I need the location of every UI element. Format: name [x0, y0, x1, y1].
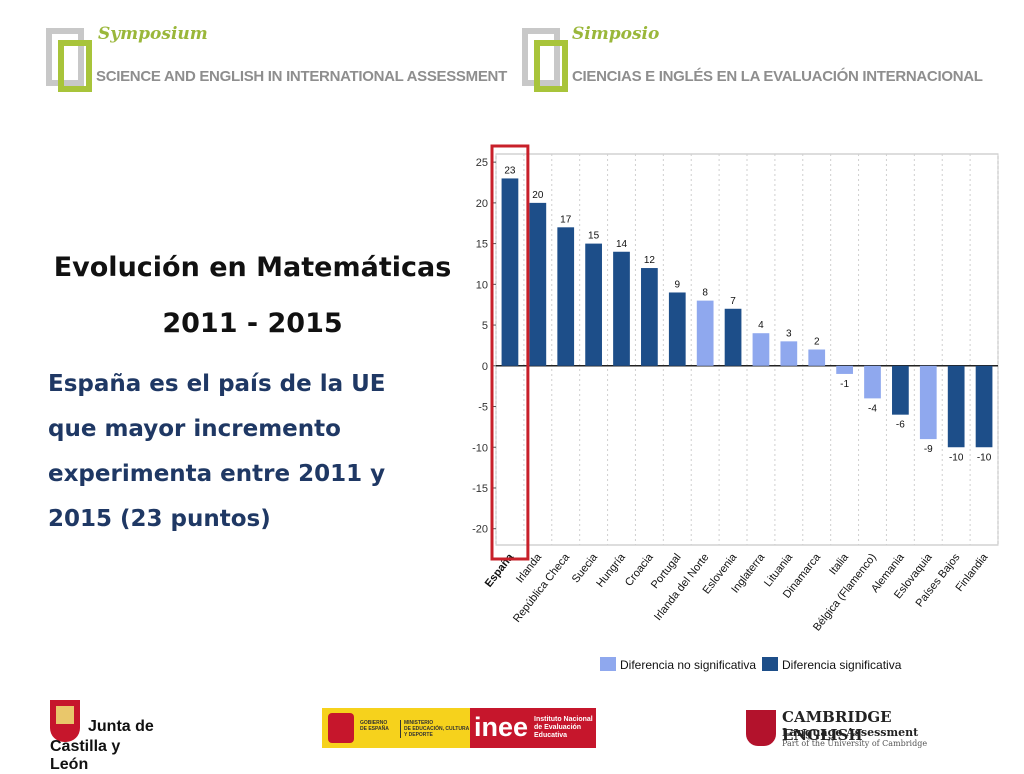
simposio-logo-icon [522, 28, 568, 92]
gob-text: DE ESPAÑA [360, 726, 389, 732]
symposium-subtitle: SCIENCE AND ENGLISH IN INTERNATIONAL ASS… [96, 68, 507, 85]
bar [613, 251, 630, 366]
cambridge-text: Language Assessment [782, 726, 919, 739]
data-label: 7 [730, 296, 736, 307]
bar [864, 365, 881, 399]
data-label: 3 [786, 328, 792, 339]
simposio-subtitle: CIENCIAS E INGLÉS EN LA EVALUACIÓN INTER… [572, 68, 983, 85]
y-tick-label: -5 [478, 402, 488, 414]
symposium-logo-icon [46, 28, 92, 92]
data-label: 17 [560, 214, 572, 225]
min-text: MINISTERIO [404, 720, 434, 726]
data-label: -10 [977, 452, 992, 463]
y-tick-label: 15 [476, 239, 488, 251]
slide-heading: Evolución en Matemáticas [53, 252, 452, 283]
cambridge-text: CAMBRIDGE ENGLISH [782, 708, 892, 744]
data-label: 12 [644, 255, 656, 266]
simposio-title: Simposio [572, 24, 660, 44]
jcyl-text: Castilla y León [50, 738, 121, 773]
data-label: 9 [674, 279, 680, 290]
category-label: España [483, 551, 517, 590]
castilla-leon-shield-icon [50, 700, 80, 742]
data-label: 14 [616, 239, 628, 250]
data-label: -6 [896, 420, 905, 431]
bar [501, 178, 519, 366]
data-label: -10 [949, 452, 964, 463]
bar [947, 365, 965, 448]
inee-text: inee [474, 712, 529, 742]
bar [641, 268, 658, 366]
symposium-title: Symposium [98, 24, 208, 44]
min-text: Y DEPORTE [404, 732, 433, 738]
data-label: 15 [588, 231, 600, 242]
inee-sub: de Evaluación [534, 724, 582, 731]
body-line: que mayor incremento [48, 416, 341, 442]
highlight-box [490, 144, 530, 561]
data-label: 8 [702, 288, 708, 299]
inee-logo: inee Instituto Nacional de Evaluación Educ… [470, 708, 596, 748]
body-line: España es el país de la UE [48, 371, 386, 397]
bar [529, 202, 547, 366]
data-label: 23 [504, 165, 516, 176]
legend-swatch [762, 657, 778, 671]
slide-heading-years: 2011 - 2015 [162, 308, 343, 339]
body-line: experimenta entre 2011 y [48, 461, 386, 487]
bar [668, 292, 686, 366]
y-tick-label: 25 [476, 157, 488, 169]
legend-label: Diferencia no significativa [620, 658, 757, 672]
data-label: 20 [532, 190, 544, 201]
category-label: República Checa [511, 551, 573, 625]
y-tick-label: -15 [472, 483, 488, 495]
y-tick-label: -10 [472, 442, 488, 454]
bar [836, 365, 853, 374]
y-tick-label: 0 [482, 361, 488, 373]
data-label: -1 [840, 379, 849, 390]
bar [585, 243, 602, 366]
bar [919, 365, 937, 440]
gob-text: GOBIERNO [360, 720, 388, 726]
y-tick-label: 20 [476, 198, 488, 210]
jcyl-text: Junta de [88, 718, 154, 735]
bar [557, 227, 575, 366]
bar [780, 341, 798, 366]
bar [752, 333, 770, 366]
bar [724, 308, 742, 366]
data-label: -4 [868, 403, 877, 414]
bar [975, 365, 993, 448]
legend-swatch [600, 657, 616, 671]
data-label: 4 [758, 320, 764, 331]
category-label: Hungría [594, 551, 628, 590]
header: Symposium SCIENCE AND ENGLISH IN INTERNA… [0, 0, 1024, 110]
bar-chart: 2520151050-5-10-15-2023España20Irlanda17… [472, 144, 999, 634]
y-tick-label: -20 [472, 524, 488, 536]
inee-sub: Educativa [534, 732, 568, 739]
data-label: -9 [924, 444, 933, 455]
bar [808, 349, 826, 366]
cambridge-english-logo: CAMBRIDGE ENGLISH Language Assessment Pa… [746, 708, 976, 750]
legend-label: Diferencia significativa [782, 658, 902, 672]
bar [892, 365, 909, 415]
y-tick-label: 5 [482, 320, 488, 332]
body-line: 2015 (23 puntos) [48, 506, 271, 532]
cambridge-crest-icon [746, 710, 776, 746]
slide-body: España es el país de la UE que mayor inc… [48, 362, 438, 542]
cambridge-text: Part of the University of Cambridge [782, 739, 928, 748]
junta-castilla-leon-logo: Junta de Castilla y León [50, 694, 160, 773]
data-label: 2 [814, 337, 820, 348]
y-tick-label: 10 [476, 279, 488, 291]
inee-sub: Instituto Nacional [534, 716, 593, 723]
bar [696, 300, 714, 366]
spain-crest-icon [328, 713, 354, 743]
gobierno-espana-logo: GOBIERNO DE ESPAÑA MINISTERIO DE EDUCACIÓN… [322, 708, 472, 748]
min-text: DE EDUCACIÓN, CULTURA [404, 726, 470, 732]
category-label: Italia [827, 551, 851, 577]
